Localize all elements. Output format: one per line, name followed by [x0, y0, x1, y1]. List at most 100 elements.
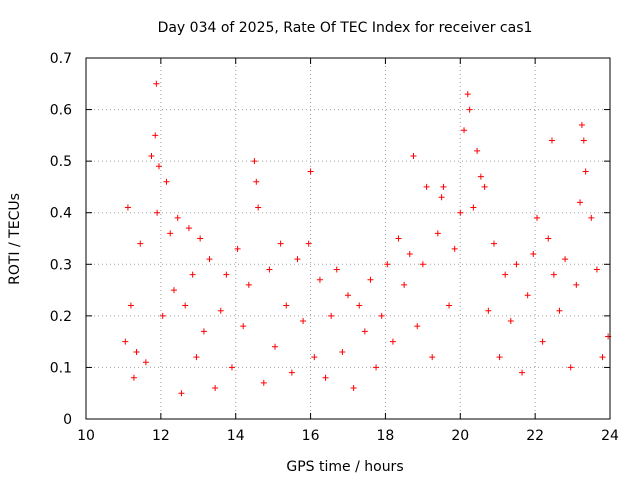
data-point [464, 91, 471, 98]
data-point [133, 348, 140, 355]
y-tick-label: 0.2 [50, 309, 72, 325]
data-point [328, 312, 335, 319]
data-point [414, 323, 421, 330]
data-point [350, 385, 357, 392]
data-point [137, 240, 144, 247]
data-point [283, 302, 290, 309]
data-point [234, 245, 241, 252]
y-tick-label: 0.5 [50, 154, 72, 170]
data-point [356, 302, 363, 309]
data-point [507, 318, 514, 325]
data-point [185, 225, 192, 232]
data-point [457, 209, 464, 216]
data-point [550, 271, 557, 278]
data-point [434, 230, 441, 237]
data-point [127, 302, 134, 309]
data-point [474, 147, 481, 154]
data-point [223, 271, 230, 278]
data-point [573, 281, 580, 288]
data-point [197, 235, 204, 242]
data-point [423, 183, 430, 190]
data-point [490, 240, 497, 247]
data-point [373, 364, 380, 371]
data-point [345, 292, 351, 299]
data-point [255, 204, 262, 211]
data-point [578, 122, 585, 129]
x-axis-label: GPS time / hours [286, 459, 403, 475]
data-point [228, 364, 235, 371]
data-point [339, 348, 346, 355]
data-point [470, 204, 477, 211]
data-point [167, 230, 174, 237]
x-tick-label: 12 [152, 428, 170, 444]
data-point [154, 209, 161, 216]
data-point [588, 214, 595, 221]
data-point [163, 178, 170, 185]
y-tick-label: 0.4 [50, 206, 72, 222]
data-point [240, 323, 247, 330]
data-point [200, 328, 207, 335]
data-point [153, 80, 160, 87]
data-point [294, 256, 301, 263]
y-tick-label: 0.1 [50, 360, 72, 376]
data-point [361, 328, 368, 335]
data-point [260, 379, 267, 386]
y-tick-label: 0.3 [50, 257, 72, 273]
data-point [152, 132, 159, 139]
data-point [266, 266, 273, 273]
chart-title: Day 034 of 2025, Rate Of TEC Index for r… [158, 20, 533, 36]
points-layer [122, 80, 612, 397]
data-point [545, 235, 552, 242]
data-point [440, 183, 447, 190]
data-point [524, 292, 531, 299]
data-point [580, 137, 587, 144]
data-point [272, 343, 279, 350]
data-point [539, 338, 546, 345]
x-tick-label: 22 [526, 428, 544, 444]
y-tick-labels: 0 0.1 0.2 0.3 0.4 0.5 0.6 0.7 [50, 51, 72, 428]
data-point [582, 168, 589, 175]
data-point [378, 312, 385, 319]
data-point [251, 158, 258, 165]
data-point [189, 271, 196, 278]
data-point [170, 287, 177, 294]
data-point [438, 194, 445, 201]
data-point [567, 364, 574, 371]
plot-frame [85, 57, 611, 420]
y-axis-label: ROTI / TECUs [7, 193, 23, 285]
data-point [245, 281, 252, 288]
data-point [401, 281, 408, 288]
data-point [305, 240, 312, 247]
data-point [519, 369, 526, 376]
data-point [395, 235, 402, 242]
data-point [155, 163, 162, 170]
x-tick-label: 24 [601, 428, 619, 444]
data-point [593, 266, 600, 273]
data-point [562, 256, 569, 263]
data-point [446, 302, 453, 309]
data-point [316, 276, 323, 283]
data-point [599, 354, 606, 361]
x-tick-label: 20 [451, 428, 469, 444]
data-point [461, 127, 468, 134]
data-point [182, 302, 189, 309]
ticks-layer [85, 57, 611, 420]
data-point [577, 199, 584, 206]
data-point [148, 152, 155, 159]
y-tick-label: 0.6 [50, 103, 72, 119]
data-point [307, 168, 314, 175]
data-point [288, 369, 295, 376]
data-point [178, 390, 185, 397]
data-point [122, 338, 129, 345]
data-point [277, 240, 284, 247]
data-point [530, 250, 537, 257]
data-point [193, 354, 200, 361]
data-point [502, 271, 509, 278]
data-point [477, 173, 484, 180]
data-point [142, 359, 149, 366]
data-point [384, 261, 391, 268]
data-point [311, 354, 318, 361]
data-point [174, 214, 181, 221]
data-point [217, 307, 224, 314]
